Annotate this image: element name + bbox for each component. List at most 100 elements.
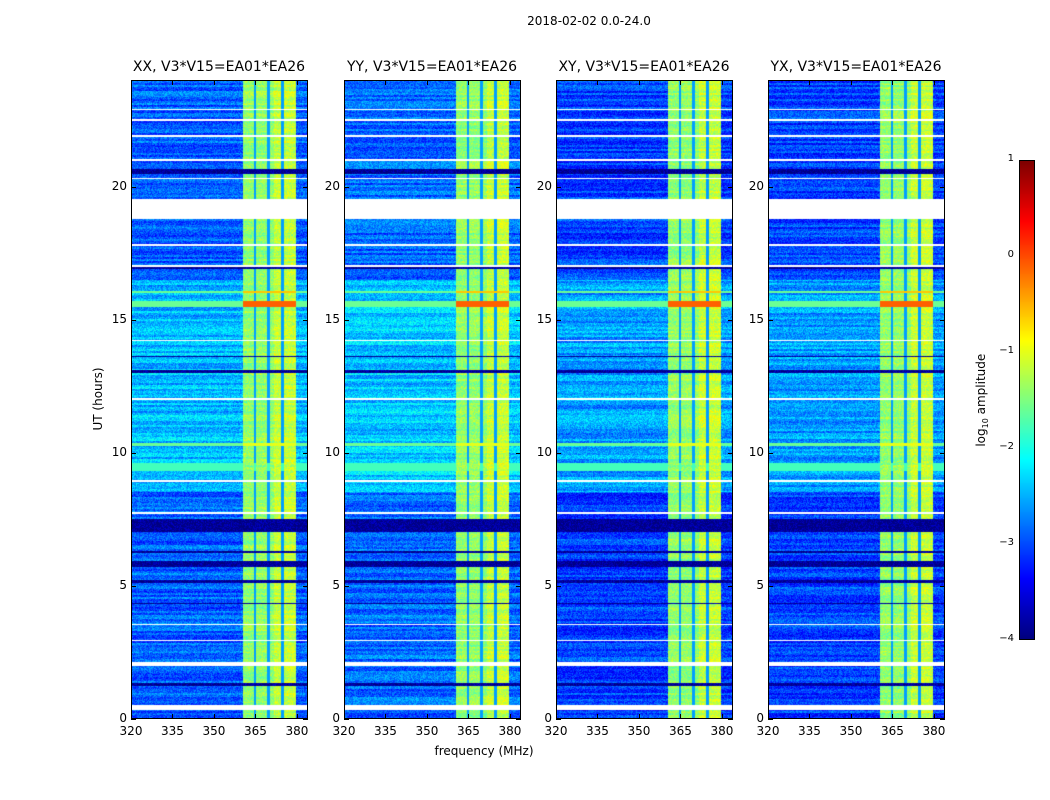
x-tick-mark	[892, 714, 894, 719]
x-tick-label: 380	[498, 724, 522, 738]
panel-title: XY, V3*V15=EA01*EA26	[558, 59, 730, 75]
x-tick-mark	[809, 714, 811, 719]
x-tick-mark	[131, 80, 132, 85]
x-tick-mark	[426, 714, 428, 719]
y-tick-mark	[131, 186, 136, 188]
x-tick-mark	[344, 80, 345, 85]
y-tick-label: 10	[111, 444, 127, 459]
y-tick-label: 0	[332, 711, 340, 725]
y-tick-mark	[728, 319, 733, 321]
x-tick-label: 320	[544, 724, 568, 738]
x-tick-mark	[172, 80, 174, 85]
y-tick-mark	[131, 452, 136, 454]
colorbar	[1019, 160, 1035, 640]
colorbar-tick-label: 0	[1007, 249, 1014, 260]
x-tick-mark	[933, 80, 935, 85]
colorbar-tick-label: −2	[999, 441, 1014, 452]
heatmap-image	[769, 81, 944, 718]
y-tick-mark	[556, 452, 561, 454]
y-tick-mark	[556, 319, 561, 321]
x-tick-mark	[933, 714, 935, 719]
heatmap-panel	[556, 80, 733, 719]
x-tick-mark	[597, 714, 599, 719]
x-tick-mark	[172, 714, 174, 719]
y-tick-mark	[940, 585, 945, 587]
y-tick-mark	[940, 452, 945, 454]
x-tick-mark	[468, 80, 470, 85]
y-tick-label: 0	[544, 711, 552, 725]
x-tick-mark	[213, 80, 215, 85]
y-tick-mark	[768, 186, 773, 188]
y-axis-label: UT (hours)	[91, 367, 105, 431]
panel-title: YX, V3*V15=EA01*EA26	[770, 59, 942, 75]
x-tick-label: 320	[332, 724, 356, 738]
y-tick-mark	[768, 585, 773, 587]
y-tick-label: 15	[324, 311, 340, 326]
heatmap-image	[132, 81, 307, 718]
y-tick-mark	[768, 452, 773, 454]
y-tick-mark	[556, 585, 561, 587]
y-tick-label: 5	[544, 577, 552, 592]
y-tick-label: 10	[748, 444, 764, 459]
x-tick-label: 320	[756, 724, 780, 738]
x-axis-label: frequency (MHz)	[434, 744, 534, 758]
x-tick-mark	[638, 80, 640, 85]
x-tick-mark	[809, 80, 811, 85]
y-tick-mark	[344, 719, 349, 720]
y-tick-mark	[303, 186, 308, 188]
x-tick-mark	[680, 80, 682, 85]
y-tick-label: 15	[111, 311, 127, 326]
y-tick-label: 5	[332, 577, 340, 592]
x-tick-label: 335	[374, 724, 397, 738]
x-tick-mark	[850, 80, 852, 85]
x-tick-mark	[509, 714, 511, 719]
colorbar-tick-label: 1	[1007, 153, 1014, 164]
x-tick-mark	[721, 80, 723, 85]
y-tick-mark	[556, 186, 561, 188]
y-tick-label: 10	[536, 444, 552, 459]
x-tick-mark	[296, 714, 298, 719]
panel-title: YY, V3*V15=EA01*EA26	[346, 59, 518, 75]
colorbar-tick-label: −3	[999, 537, 1014, 548]
heatmap-panel	[344, 80, 521, 719]
y-tick-label: 5	[756, 577, 764, 592]
x-tick-label: 350	[202, 724, 226, 738]
y-tick-label: 0	[756, 711, 764, 725]
x-tick-mark	[385, 80, 387, 85]
y-tick-mark	[131, 585, 136, 587]
y-tick-mark	[728, 585, 733, 587]
y-tick-mark	[516, 319, 521, 321]
y-tick-mark	[728, 719, 733, 720]
heatmap-panel	[131, 80, 308, 719]
x-tick-mark	[255, 714, 257, 719]
y-tick-mark	[303, 585, 308, 587]
y-tick-mark	[131, 319, 136, 321]
figure-title: 2018-02-02 0.0-24.0	[527, 14, 651, 28]
x-tick-mark	[255, 80, 257, 85]
y-tick-mark	[344, 186, 349, 188]
x-tick-mark	[426, 80, 428, 85]
y-tick-mark	[303, 719, 308, 720]
y-tick-mark	[940, 719, 945, 720]
heatmap-image	[345, 81, 520, 718]
y-tick-label: 15	[748, 311, 764, 326]
colorbar-tick-label: −1	[999, 345, 1014, 356]
x-tick-label: 365	[244, 724, 267, 738]
y-tick-mark	[344, 452, 349, 454]
x-tick-label: 365	[457, 724, 480, 738]
x-tick-mark	[468, 714, 470, 719]
y-tick-label: 0	[119, 711, 127, 725]
x-tick-mark	[509, 80, 511, 85]
x-tick-mark	[721, 714, 723, 719]
x-tick-mark	[296, 80, 298, 85]
x-tick-label: 350	[627, 724, 651, 738]
x-tick-label: 365	[669, 724, 692, 738]
y-tick-mark	[940, 319, 945, 321]
colorbar-label-sub: 10	[981, 418, 991, 429]
y-tick-mark	[768, 319, 773, 321]
x-tick-label: 350	[415, 724, 439, 738]
heatmap-panel	[768, 80, 945, 719]
y-tick-label: 5	[119, 577, 127, 592]
y-tick-mark	[344, 319, 349, 321]
